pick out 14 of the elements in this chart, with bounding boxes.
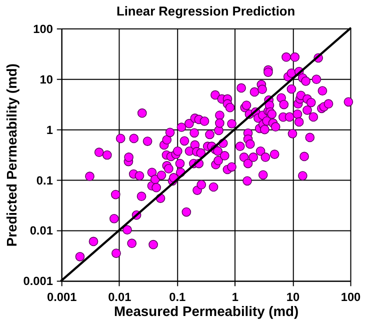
chart-title: Linear Regression Prediction xyxy=(116,4,296,19)
y-axis-title: Predicted Permeability (md) xyxy=(3,64,20,247)
x-tick-label: 0.1 xyxy=(169,290,186,304)
y-tick-label: 0.001 xyxy=(23,274,54,288)
x-tick-label: 10 xyxy=(286,290,300,304)
y-tick-label: 10 xyxy=(40,72,54,86)
x-axis-title: Measured Permeability (md) xyxy=(114,302,299,319)
y-tick-label: 1 xyxy=(46,122,54,137)
y-tick-label: 100 xyxy=(33,22,54,36)
y-tick-label: 0.1 xyxy=(36,173,54,188)
x-tick-label: 100 xyxy=(340,290,362,304)
y-tick-label: 0.01 xyxy=(30,224,54,238)
x-tick-label: 0.01 xyxy=(108,290,132,304)
x-tick-label: 1 xyxy=(232,290,239,304)
